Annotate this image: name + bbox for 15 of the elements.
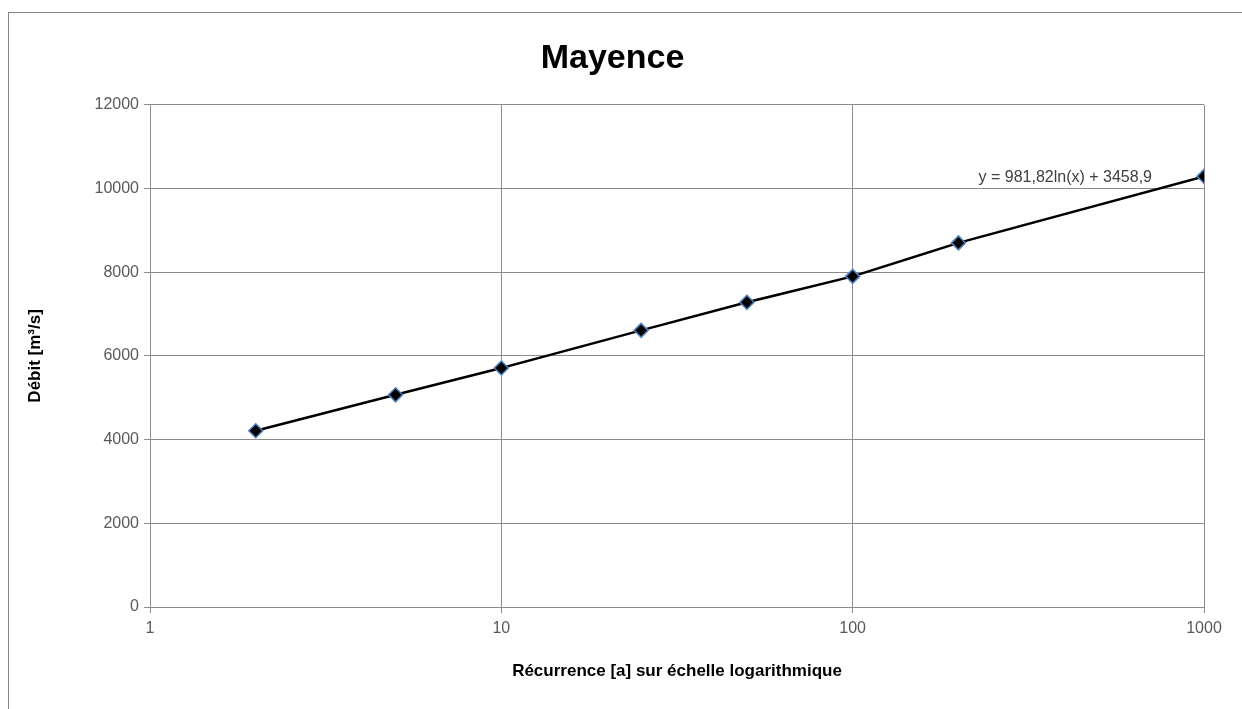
y-tick-label: 6000: [103, 346, 140, 364]
y-tick-label: 4000: [103, 430, 140, 448]
y-tick-label: 10000: [94, 178, 140, 196]
x-axis-title: Récurrence [a] sur échelle logarithmique: [512, 661, 842, 681]
annotation: y = 981,82ln(x) + 3458,9: [978, 168, 1153, 186]
x-tick-label: 1000: [1186, 619, 1222, 637]
x-tick-label: 1: [145, 619, 155, 637]
y-tick-label: 12000: [94, 95, 140, 113]
y-tick-label: 0: [130, 597, 140, 615]
x-tick-label: 10: [492, 619, 511, 637]
x-tick-label: 100: [839, 619, 867, 637]
y-tick-label: 8000: [103, 262, 140, 280]
y-axis-title: Débit [m³/s]: [24, 309, 44, 403]
y-tick-label: 2000: [103, 513, 140, 531]
chart-title: Mayence: [540, 36, 685, 75]
